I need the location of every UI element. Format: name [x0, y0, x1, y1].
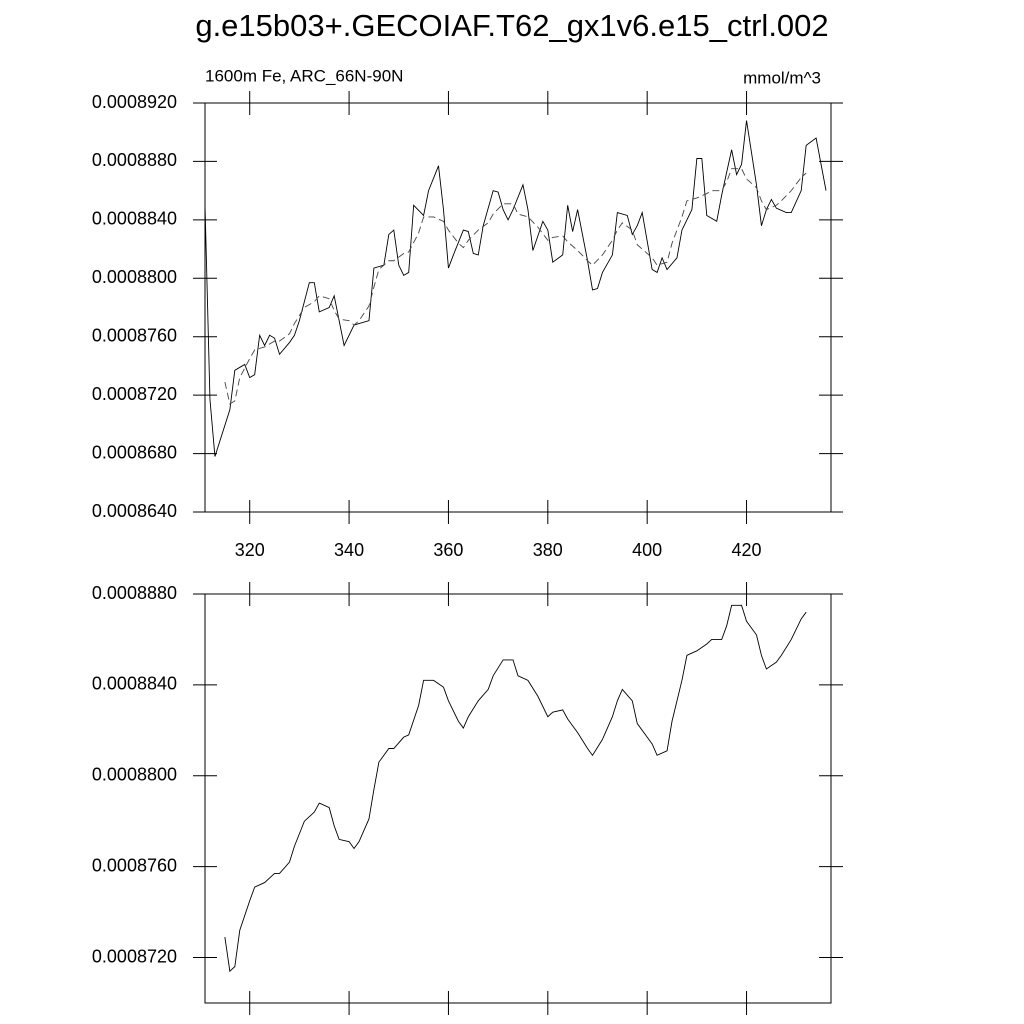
x-tick-label: 420	[732, 540, 762, 560]
x-tick-label: 400	[632, 540, 662, 560]
data-line	[224, 604, 807, 973]
y-tick-label: 0.0008800	[92, 765, 177, 785]
y-tick-label: 0.0008800	[92, 267, 177, 287]
y-tick-label: 0.0008840	[92, 674, 177, 694]
right-subtitle: mmol/m^3	[743, 68, 821, 87]
y-tick-label: 0.0008760	[92, 855, 177, 875]
y-tick-label: 0.0008840	[92, 209, 177, 229]
data-line	[204, 120, 827, 457]
y-tick-label: 0.0008880	[92, 583, 177, 603]
plot-frame	[204, 593, 832, 1004]
y-tick-label: 0.0008640	[92, 501, 177, 521]
x-tick-label: 380	[533, 540, 563, 560]
x-tick-label: 320	[235, 540, 265, 560]
y-tick-label: 0.0008920	[92, 92, 177, 112]
x-tick-label: 360	[433, 540, 463, 560]
plot-frame	[204, 102, 832, 513]
y-tick-label: 0.0008720	[92, 384, 177, 404]
y-tick-label: 0.0008760	[92, 325, 177, 345]
y-tick-label: 0.0008880	[92, 150, 177, 170]
left-subtitle: 1600m Fe, ARC_66N-90N	[205, 66, 403, 85]
y-tick-label: 0.0008720	[92, 946, 177, 966]
page-title: g.e15b03+.GECOIAF.T62_gx1v6.e15_ctrl.002	[195, 8, 828, 43]
y-tick-label: 0.0008680	[92, 442, 177, 462]
x-tick-label: 340	[334, 540, 364, 560]
